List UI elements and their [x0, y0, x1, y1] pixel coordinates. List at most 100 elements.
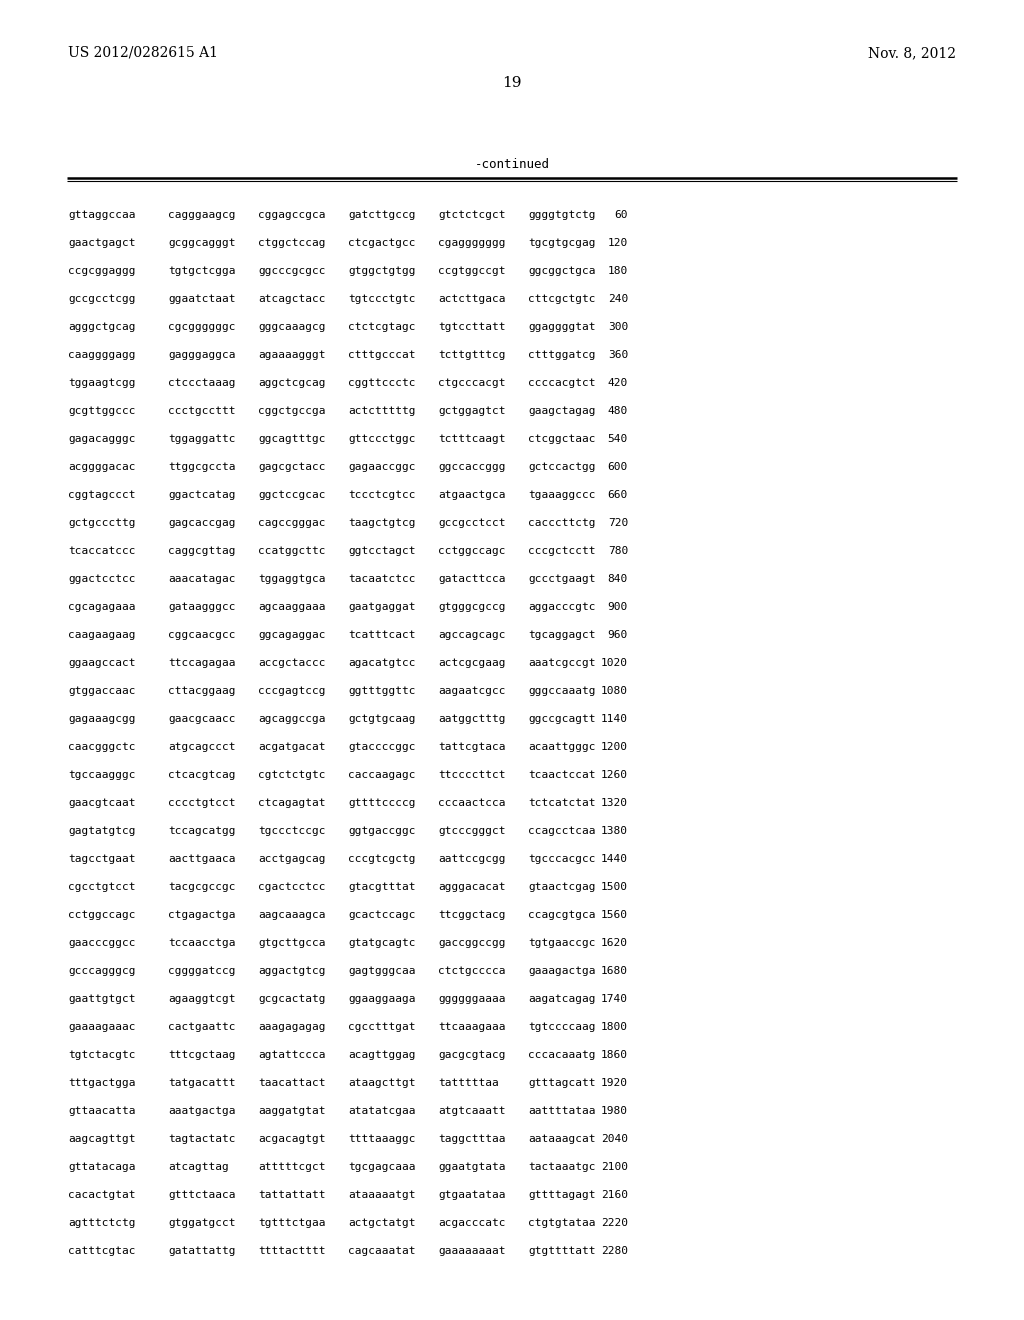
- Text: gtaactcgag: gtaactcgag: [528, 882, 596, 892]
- Text: aggacccgtc: aggacccgtc: [528, 602, 596, 612]
- Text: 1200: 1200: [601, 742, 628, 752]
- Text: ggcggctgca: ggcggctgca: [528, 267, 596, 276]
- Text: actgctatgt: actgctatgt: [348, 1218, 416, 1228]
- Text: gtcccgggct: gtcccgggct: [438, 826, 506, 836]
- Text: 2040: 2040: [601, 1134, 628, 1144]
- Text: gtctctcgct: gtctctcgct: [438, 210, 506, 220]
- Text: acgacccatc: acgacccatc: [438, 1218, 506, 1228]
- Text: agggctgcag: agggctgcag: [68, 322, 135, 333]
- Text: agccagcagc: agccagcagc: [438, 630, 506, 640]
- Text: gcgttggccc: gcgttggccc: [68, 407, 135, 416]
- Text: cggagccgca: cggagccgca: [258, 210, 326, 220]
- Text: agggacacat: agggacacat: [438, 882, 506, 892]
- Text: gcggcagggt: gcggcagggt: [168, 238, 236, 248]
- Text: 1080: 1080: [601, 686, 628, 696]
- Text: gtttagcatt: gtttagcatt: [528, 1078, 596, 1088]
- Text: gttttagagt: gttttagagt: [528, 1191, 596, 1200]
- Text: tttcgctaag: tttcgctaag: [168, 1049, 236, 1060]
- Text: ttccagagaa: ttccagagaa: [168, 657, 236, 668]
- Text: cggcaacgcc: cggcaacgcc: [168, 630, 236, 640]
- Text: ttccccttct: ttccccttct: [438, 770, 506, 780]
- Text: gagtatgtcg: gagtatgtcg: [68, 826, 135, 836]
- Text: actctttttg: actctttttg: [348, 407, 416, 416]
- Text: gaattgtgct: gaattgtgct: [68, 994, 135, 1005]
- Text: tcaccatccc: tcaccatccc: [68, 546, 135, 556]
- Text: gaaaagaaac: gaaaagaaac: [68, 1022, 135, 1032]
- Text: acggggacac: acggggacac: [68, 462, 135, 473]
- Text: aagaatcgcc: aagaatcgcc: [438, 686, 506, 696]
- Text: Nov. 8, 2012: Nov. 8, 2012: [868, 46, 956, 59]
- Text: gatcttgccg: gatcttgccg: [348, 210, 416, 220]
- Text: tagtactatc: tagtactatc: [168, 1134, 236, 1144]
- Text: gtgggcgccg: gtgggcgccg: [438, 602, 506, 612]
- Text: agtattccca: agtattccca: [258, 1049, 326, 1060]
- Text: gccctgaagt: gccctgaagt: [528, 574, 596, 583]
- Text: ccctgccttt: ccctgccttt: [168, 407, 236, 416]
- Text: ggcagaggac: ggcagaggac: [258, 630, 326, 640]
- Text: 480: 480: [608, 407, 628, 416]
- Text: tatttttaa: tatttttaa: [438, 1078, 499, 1088]
- Text: tccaacctga: tccaacctga: [168, 939, 236, 948]
- Text: cagggaagcg: cagggaagcg: [168, 210, 236, 220]
- Text: gggcaaagcg: gggcaaagcg: [258, 322, 326, 333]
- Text: gctggagtct: gctggagtct: [438, 407, 506, 416]
- Text: aagcagttgt: aagcagttgt: [68, 1134, 135, 1144]
- Text: tggaggattc: tggaggattc: [168, 434, 236, 444]
- Text: ccgtggccgt: ccgtggccgt: [438, 267, 506, 276]
- Text: cccgagtccg: cccgagtccg: [258, 686, 326, 696]
- Text: 2100: 2100: [601, 1162, 628, 1172]
- Text: ggccaccggg: ggccaccggg: [438, 462, 506, 473]
- Text: ataagcttgt: ataagcttgt: [348, 1078, 416, 1088]
- Text: cagccgggac: cagccgggac: [258, 517, 326, 528]
- Text: aaatgactga: aaatgactga: [168, 1106, 236, 1115]
- Text: 1800: 1800: [601, 1022, 628, 1032]
- Text: gtggaccaac: gtggaccaac: [68, 686, 135, 696]
- Text: gaatgaggat: gaatgaggat: [348, 602, 416, 612]
- Text: tgcccacgcc: tgcccacgcc: [528, 854, 596, 865]
- Text: 1560: 1560: [601, 909, 628, 920]
- Text: tacgcgccgc: tacgcgccgc: [168, 882, 236, 892]
- Text: acaattgggc: acaattgggc: [528, 742, 596, 752]
- Text: 300: 300: [608, 322, 628, 333]
- Text: tatgacattt: tatgacattt: [168, 1078, 236, 1088]
- Text: ggccgcagtt: ggccgcagtt: [528, 714, 596, 723]
- Text: gagcaccgag: gagcaccgag: [168, 517, 236, 528]
- Text: ccagcctcaa: ccagcctcaa: [528, 826, 596, 836]
- Text: aacttgaaca: aacttgaaca: [168, 854, 236, 865]
- Text: gaacgcaacc: gaacgcaacc: [168, 714, 236, 723]
- Text: cacactgtat: cacactgtat: [68, 1191, 135, 1200]
- Text: gtggctgtgg: gtggctgtgg: [348, 267, 416, 276]
- Text: gtaccccggc: gtaccccggc: [348, 742, 416, 752]
- Text: 2220: 2220: [601, 1218, 628, 1228]
- Text: 600: 600: [608, 462, 628, 473]
- Text: tgcgagcaaa: tgcgagcaaa: [348, 1162, 416, 1172]
- Text: gagacagggc: gagacagggc: [68, 434, 135, 444]
- Text: aggctcgcag: aggctcgcag: [258, 378, 326, 388]
- Text: 180: 180: [608, 267, 628, 276]
- Text: gttttccccg: gttttccccg: [348, 799, 416, 808]
- Text: ctttgcccat: ctttgcccat: [348, 350, 416, 360]
- Text: ggaaggaaga: ggaaggaaga: [348, 994, 416, 1005]
- Text: aaatcgccgt: aaatcgccgt: [528, 657, 596, 668]
- Text: gagaaagcgg: gagaaagcgg: [68, 714, 135, 723]
- Text: ttcggctacg: ttcggctacg: [438, 909, 506, 920]
- Text: gcccagggcg: gcccagggcg: [68, 966, 135, 975]
- Text: gaaagactga: gaaagactga: [528, 966, 596, 975]
- Text: gaacgtcaat: gaacgtcaat: [68, 799, 135, 808]
- Text: gaaaaaaaat: gaaaaaaaat: [438, 1246, 506, 1257]
- Text: atcagctacc: atcagctacc: [258, 294, 326, 304]
- Text: 1860: 1860: [601, 1049, 628, 1060]
- Text: aaagagagag: aaagagagag: [258, 1022, 326, 1032]
- Text: tttgactgga: tttgactgga: [68, 1078, 135, 1088]
- Text: aagcaaagca: aagcaaagca: [258, 909, 326, 920]
- Text: cggtagccct: cggtagccct: [68, 490, 135, 500]
- Text: gggccaaatg: gggccaaatg: [528, 686, 596, 696]
- Text: gccgcctcct: gccgcctcct: [438, 517, 506, 528]
- Text: tcttgtttcg: tcttgtttcg: [438, 350, 506, 360]
- Text: 780: 780: [608, 546, 628, 556]
- Text: cgcctgtcct: cgcctgtcct: [68, 882, 135, 892]
- Text: cacccttctg: cacccttctg: [528, 517, 596, 528]
- Text: taacattact: taacattact: [258, 1078, 326, 1088]
- Text: cgaggggggg: cgaggggggg: [438, 238, 506, 248]
- Text: 360: 360: [608, 350, 628, 360]
